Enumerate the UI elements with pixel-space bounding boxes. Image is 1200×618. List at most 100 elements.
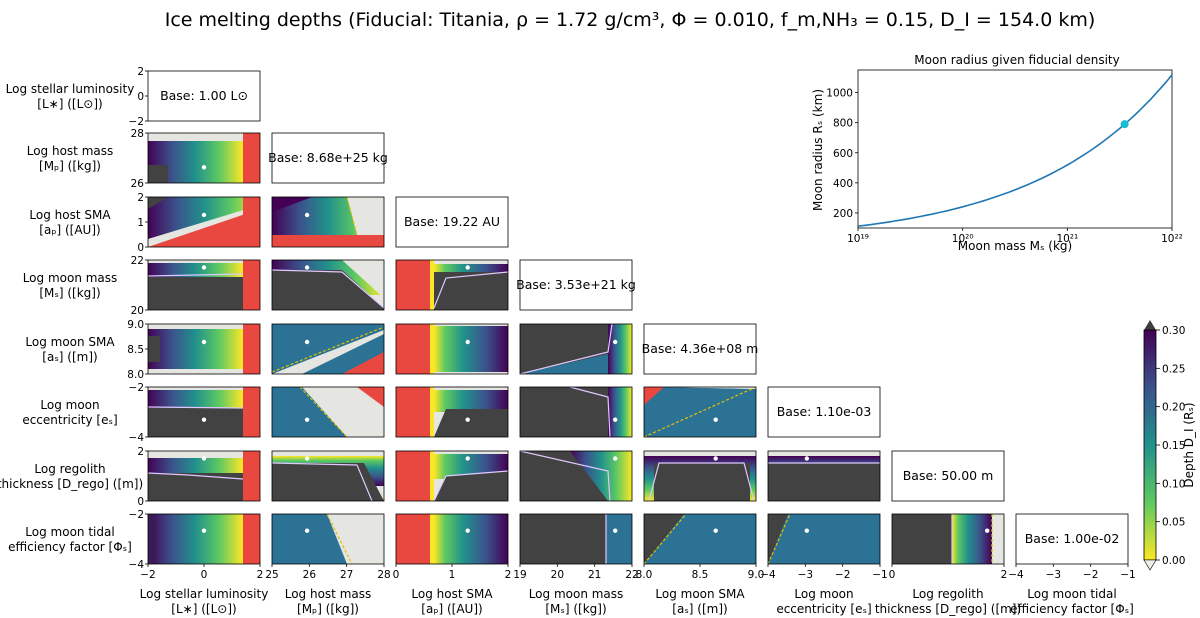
- radius-y-tick: 200: [833, 208, 853, 220]
- y-tick-label: −2: [129, 382, 144, 394]
- base-label: Base: 19.22 AU: [404, 214, 500, 229]
- y-tick-label: 20: [131, 305, 144, 317]
- x-tick-label: −3: [1046, 569, 1061, 581]
- panel-r5-c1: [271, 386, 385, 438]
- col-label: Log moon mass: [529, 587, 624, 601]
- fiducial-point: [201, 528, 207, 533]
- row-label: Log moon: [40, 398, 99, 412]
- fiducial-point: [713, 417, 718, 422]
- x-tick-label: 20: [551, 569, 564, 581]
- panel-r6-c3: [519, 450, 633, 502]
- y-tick-label: −2: [129, 509, 144, 521]
- figure-title: Ice melting depths (Fiducial: Titania, ρ…: [165, 9, 1096, 31]
- fiducial-point: [201, 165, 207, 170]
- panel-r7-c5: [767, 513, 881, 565]
- y-tick-label: 8.0: [127, 369, 144, 381]
- panel-r1-c1: Base: 8.68e+25 kg: [268, 132, 388, 184]
- colorbar-tick-label: 0.05: [1162, 517, 1185, 529]
- col-label-sub: [aₚ] ([AU]): [421, 602, 482, 616]
- fiducial-point: [465, 265, 470, 270]
- col-label-sub: [L∗] ([L⊙]): [171, 602, 236, 616]
- fiducial-point: [465, 456, 470, 461]
- col-label: Log moon SMA: [655, 587, 745, 601]
- radius-curve: [857, 74, 1173, 227]
- fiducial-point: [304, 417, 310, 422]
- x-tick-label: 27: [340, 569, 353, 581]
- x-tick-label: 25: [265, 569, 278, 581]
- x-tick-label: 0: [889, 569, 896, 581]
- y-tick-label: 2: [137, 446, 144, 458]
- x-tick-label: 26: [303, 569, 317, 581]
- colorbar-tick-label: 0.30: [1162, 325, 1185, 337]
- panel-r7-c0: [147, 513, 261, 565]
- x-tick-label: −4: [1008, 569, 1024, 581]
- base-label: Base: 3.53e+21 kg: [516, 277, 636, 292]
- row-label-sub: eccentricity [eₛ]: [22, 413, 117, 427]
- panel-r3-c0: [147, 259, 261, 311]
- base-panel: [271, 132, 385, 184]
- panel-r7-c3: [519, 513, 633, 565]
- fiducial-point: [304, 339, 310, 345]
- colorbar-tick-label: 0.20: [1162, 402, 1185, 414]
- y-tick-label: −4: [129, 559, 145, 571]
- fiducial-point: [201, 417, 207, 422]
- radius-chart: Moon radius given fiducial density 10¹⁹ 1…: [811, 53, 1183, 253]
- radius-chart-xlabel: Moon mass Mₛ (kg): [958, 239, 1072, 253]
- y-tick-label: 1: [137, 217, 144, 229]
- panel-r7-c2: [395, 513, 509, 565]
- row-label: Log stellar luminosity: [6, 82, 135, 96]
- row-label-sub: efficiency factor [Φₛ]: [8, 540, 132, 554]
- fiducial-point: [985, 528, 990, 533]
- base-label: Base: 1.10e-03: [777, 404, 872, 419]
- panel-r5-c0: [147, 386, 261, 438]
- fiducial-point: [804, 528, 810, 533]
- base-panel: [1015, 513, 1129, 565]
- row-label-sub: [aₚ] ([AU]): [39, 223, 100, 237]
- col-label: Log host SMA: [411, 587, 493, 601]
- panel-r3-c3: Base: 3.53e+21 kg: [516, 259, 636, 311]
- fiducial-point: [613, 339, 618, 345]
- row-label: Log regolith: [34, 462, 105, 476]
- x-tick-label: 2: [505, 569, 512, 581]
- col-label: Log regolith: [912, 587, 983, 601]
- panel-r3-c2: [395, 259, 509, 311]
- y-tick-label: 28: [131, 128, 144, 140]
- radius-y-tick: 400: [833, 178, 853, 190]
- y-tick-label: 9.0: [127, 319, 144, 331]
- panel-r5-c3: [519, 386, 633, 438]
- colorbar-tick-label: 0.00: [1162, 555, 1185, 567]
- colorbar-gradient: [1143, 329, 1157, 561]
- panel-r4-c2: [395, 323, 509, 375]
- panel-r7-c7: Base: 1.00e-02: [1015, 513, 1129, 565]
- x-tick-label: −2: [1083, 569, 1098, 581]
- row-label-sub: [aₛ] ([m]): [42, 350, 97, 364]
- panel-r5-c4: [643, 386, 757, 438]
- fiducial-point: [201, 265, 207, 270]
- x-tick-label: 21: [588, 569, 601, 581]
- base-label: Base: 4.36e+08 m: [642, 341, 759, 356]
- panel-r5-c5: Base: 1.10e-03: [767, 386, 881, 438]
- panel-r7-c4: [643, 513, 757, 565]
- x-tick-label: −2: [835, 569, 850, 581]
- panel-r4-c1: [271, 323, 385, 375]
- panel-r4-c3: [519, 323, 633, 375]
- panel-r2-c1: [271, 196, 385, 248]
- radius-x-tick: 10¹⁹: [847, 233, 869, 245]
- panel-r5-c2: [395, 386, 509, 438]
- fiducial-point: [465, 528, 470, 533]
- col-label: Log moon tidal: [1027, 587, 1116, 601]
- x-tick-label: 2: [1001, 569, 1008, 581]
- y-tick-label: 0: [137, 242, 144, 254]
- col-label-sub: [aₛ] ([m]): [672, 602, 727, 616]
- panel-r2-c0: [147, 196, 261, 248]
- colorbar-tick-label: 0.15: [1162, 440, 1185, 452]
- col-label: Log stellar luminosity: [140, 587, 269, 601]
- fiducial-point: [613, 528, 618, 533]
- y-tick-label: 0: [137, 91, 144, 103]
- row-label-sub: [Mₛ] ([kg]): [39, 286, 100, 300]
- base-panel: [395, 196, 509, 248]
- radius-y-tick: 600: [833, 148, 853, 160]
- y-tick-label: 2: [137, 192, 144, 204]
- row-label-sub: [Mₚ] ([kg]): [39, 159, 101, 173]
